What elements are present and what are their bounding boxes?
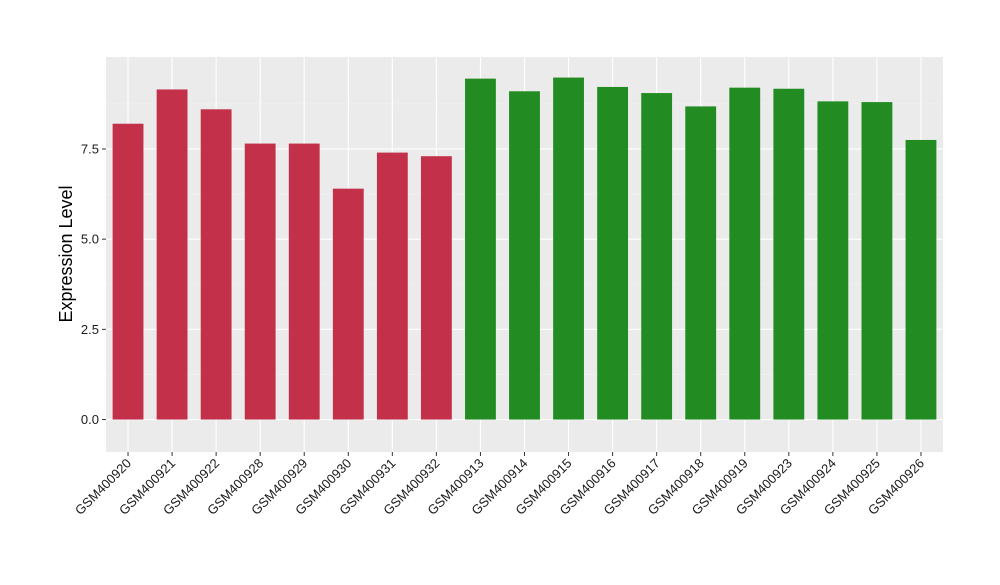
bar: [112, 123, 144, 420]
bar: [288, 143, 320, 420]
bars: [112, 77, 937, 420]
y-tick-label: 5.0: [81, 232, 99, 247]
bar: [597, 86, 629, 420]
bar: [773, 88, 805, 420]
y-tick-label: 2.5: [81, 322, 99, 337]
bar: [685, 106, 717, 420]
y-axis: 0.0 2.5 5.0 7.5: [81, 141, 106, 427]
bar: [420, 156, 452, 420]
bar: [156, 89, 188, 420]
bar: [729, 87, 761, 420]
bar: [509, 91, 540, 420]
bar: [465, 78, 496, 420]
x-axis: GSM400920GSM400921GSM400922GSM400928GSM4…: [72, 452, 927, 518]
bar: [905, 139, 937, 420]
bar: [817, 101, 849, 420]
bar: [553, 77, 584, 420]
bar: [376, 152, 408, 420]
bar: [200, 109, 232, 420]
y-tick-label: 7.5: [81, 141, 99, 156]
bar: [861, 102, 893, 420]
y-tick-label: 0.0: [81, 412, 99, 427]
bar: [244, 143, 276, 420]
bar: [332, 188, 364, 420]
bar: [641, 93, 673, 420]
y-axis-title: Expression Level: [56, 185, 76, 322]
